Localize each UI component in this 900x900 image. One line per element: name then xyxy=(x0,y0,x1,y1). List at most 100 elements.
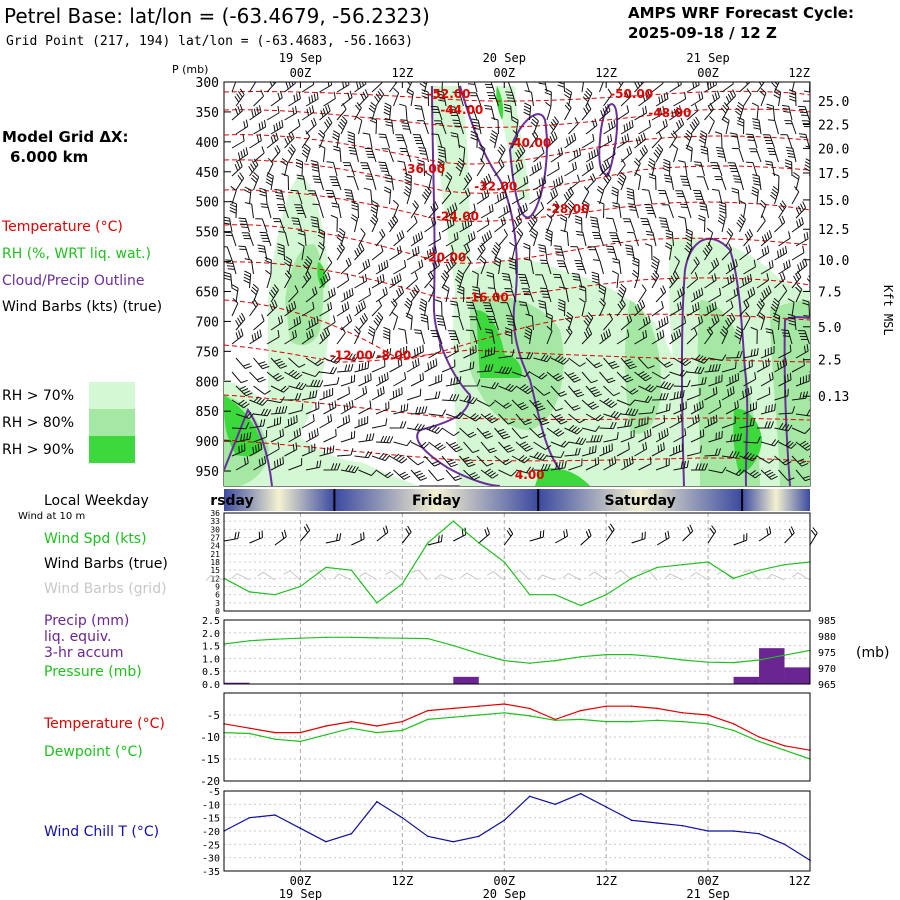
wind-barb xyxy=(305,401,320,415)
wind-barb xyxy=(638,456,652,471)
wind-barb xyxy=(445,171,453,191)
wind-barb xyxy=(416,120,429,135)
wind-barb xyxy=(690,463,708,471)
wind-barb xyxy=(393,372,407,387)
temperature-line-point xyxy=(630,705,633,707)
wind-tick-label: 3 xyxy=(215,599,220,608)
wind-barb xyxy=(693,189,705,205)
wind-barb xyxy=(616,418,633,429)
wind-barb xyxy=(437,145,447,163)
wind-barb xyxy=(760,230,773,247)
wind-barb xyxy=(253,408,272,417)
wind-barb xyxy=(711,188,723,205)
wind-barb xyxy=(301,143,311,163)
temperature-dewpoint-panel: -5 -10 -15 -20 xyxy=(200,692,811,788)
wind-barb xyxy=(581,186,590,205)
wind-barb xyxy=(634,82,645,93)
wind-barb xyxy=(436,90,447,107)
precip-tick-label: 2.0 xyxy=(202,629,220,640)
panel-frame xyxy=(223,512,811,612)
wind-speed-line-point xyxy=(503,561,506,563)
wind-barb xyxy=(253,430,268,443)
kft-tick-label: 12.5 xyxy=(818,223,849,238)
wind-barb xyxy=(704,82,717,93)
temperature-line-point xyxy=(605,705,607,707)
wind-barb xyxy=(480,346,496,359)
wind-speed-line-point xyxy=(248,591,251,593)
dewpoint-line-point xyxy=(656,719,658,722)
wind-barb xyxy=(287,144,296,163)
wind-barb xyxy=(772,172,780,191)
wind-barb xyxy=(484,82,495,93)
wind-barb xyxy=(486,271,495,289)
dewpoint-line-point xyxy=(248,732,251,735)
wind-barb xyxy=(288,357,306,368)
wind-barb xyxy=(389,273,402,289)
wind-barb xyxy=(634,442,648,457)
wind-barb xyxy=(678,160,688,177)
wind-barb xyxy=(463,469,481,481)
wind-barb xyxy=(651,414,666,429)
wind-barb xyxy=(459,188,471,205)
wind-barb xyxy=(367,326,376,345)
wind-barb xyxy=(358,287,371,303)
wind-barb xyxy=(424,216,437,233)
wind-barb xyxy=(284,300,297,317)
wind-barb xyxy=(778,231,791,247)
wind-barb xyxy=(686,82,700,93)
wind-barb xyxy=(669,130,678,149)
wind-barb xyxy=(358,373,372,387)
wind-chill-panel: -5 -10 -15 -20 -25 -30 -35 xyxy=(202,787,811,878)
wind-barb xyxy=(288,91,301,107)
wind-barb xyxy=(406,423,425,432)
wind-barb xyxy=(739,418,755,429)
wind-barb xyxy=(751,102,759,121)
wind-barb xyxy=(620,385,639,395)
wind-barb xyxy=(704,326,714,345)
wind-barb xyxy=(690,376,707,387)
dewpoint-line-point xyxy=(783,749,786,751)
wind-barb xyxy=(393,403,409,415)
wind-speed-line-point xyxy=(681,563,684,566)
wind-barb xyxy=(249,329,262,345)
wind-barb xyxy=(249,396,268,406)
wind-barb xyxy=(704,273,717,289)
temperature-line-point xyxy=(656,707,658,710)
bottom-time-tick: 12Z xyxy=(595,874,617,888)
wind-barb-grid xyxy=(460,572,480,581)
wind-barb xyxy=(288,403,304,415)
rh70-region-4 xyxy=(430,86,470,290)
wind-barb xyxy=(459,455,476,468)
wind-barb xyxy=(284,131,295,149)
wind-barb xyxy=(756,455,775,464)
wind-barb xyxy=(410,259,424,275)
wind-barb xyxy=(389,298,398,317)
wind-barb xyxy=(778,200,787,219)
wind-barb xyxy=(515,413,532,426)
wind-chill-line-point xyxy=(325,840,327,843)
wind-barb xyxy=(596,185,605,205)
wind-barb xyxy=(288,285,299,303)
pressure-line xyxy=(223,636,811,664)
chill-tick-label: -10 xyxy=(202,800,220,811)
wind-barb xyxy=(346,176,359,191)
wind-barb xyxy=(340,430,356,443)
wind-barb xyxy=(791,216,804,233)
wind-barb xyxy=(238,217,250,233)
wind-barb xyxy=(515,352,534,360)
wind-barb xyxy=(525,82,530,93)
wind-barb xyxy=(795,258,808,275)
temperature-line-point xyxy=(274,731,276,734)
wind-barb xyxy=(340,400,354,415)
wind-barb xyxy=(743,348,759,359)
wind-barb xyxy=(679,175,692,191)
weekday-segment xyxy=(538,489,743,511)
temperature-line-point xyxy=(299,731,302,734)
chill-tick-label: -25 xyxy=(202,840,220,851)
wind-barb xyxy=(533,146,545,163)
wind-speed-line-point xyxy=(477,542,480,544)
bottom-date-label: 19 Sep xyxy=(279,887,322,900)
wind-barb xyxy=(795,409,810,417)
wind-barb xyxy=(301,130,311,149)
wind-barb xyxy=(721,450,740,459)
